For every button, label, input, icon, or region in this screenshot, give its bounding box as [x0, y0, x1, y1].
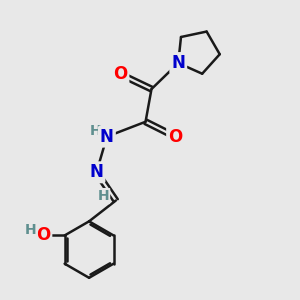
Text: H: H	[90, 124, 101, 138]
Text: O: O	[113, 65, 127, 83]
Text: N: N	[171, 54, 185, 72]
Text: N: N	[90, 163, 104, 181]
Text: H: H	[98, 189, 109, 203]
Text: H: H	[25, 223, 37, 236]
Text: O: O	[36, 226, 50, 244]
Text: O: O	[168, 128, 182, 146]
Text: N: N	[100, 128, 114, 146]
